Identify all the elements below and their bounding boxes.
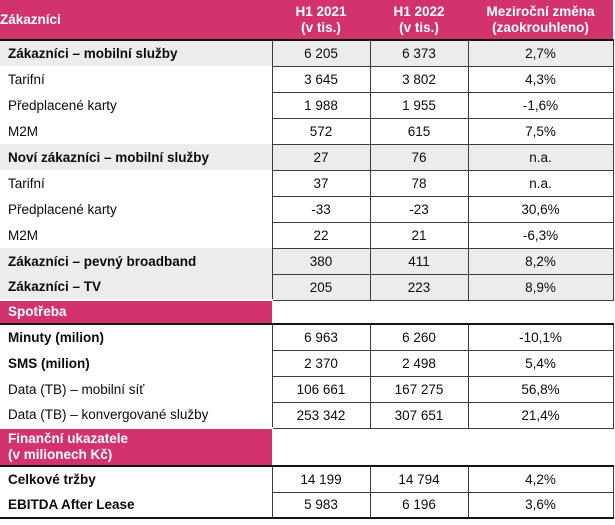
row-label: Tarifní xyxy=(8,71,45,87)
cell-change: n.a. xyxy=(467,169,614,197)
section-band-spotreba: Spotřeba xyxy=(0,299,613,325)
cell-change: 8,9% xyxy=(467,273,614,301)
row-label: Data (TB) – konvergované služby xyxy=(8,407,209,422)
row-predplacene-karty-2: Předplacené karty -33 -23 30,6% xyxy=(0,195,614,223)
row-tarifni-2: Tarifní 37 78 n.a. xyxy=(0,169,614,197)
section-title-financni-ukazatele: Finanční ukazatele (v milionech Kč) xyxy=(0,427,272,467)
table-header-row: Zákazníci H1 2021 (v tis.) H1 2022 (v ti… xyxy=(0,0,613,41)
header-h1-2022-line2: (v tis.) xyxy=(399,19,439,35)
row-label: Noví zákazníci – mobilní služby xyxy=(0,144,272,170)
row-tv: Zákazníci – TV 205 223 8,9% xyxy=(0,273,614,301)
band-spacer xyxy=(272,300,613,325)
cell-change: 8,2% xyxy=(467,247,614,275)
header-change-line1: Meziroční změna xyxy=(486,3,595,19)
row-m2m-2: M2M 22 21 -6,3% xyxy=(0,221,614,249)
section-title-spotreba: Spotřeba xyxy=(0,299,272,325)
row-label: EBITDA After Lease xyxy=(0,492,272,519)
cell-change: 5,4% xyxy=(467,349,614,377)
cell-h1-2022: 6 196 xyxy=(369,491,469,519)
cell-change: 4,3% xyxy=(467,65,614,93)
row-predplacene-karty-1: Předplacené karty 1 988 1 955 -1,6% xyxy=(0,91,614,119)
cell-change: 7,5% xyxy=(467,117,614,145)
cell-h1-2022: 411 xyxy=(369,247,469,275)
cell-h1-2021: 5 983 xyxy=(271,491,371,519)
cell-change: n.a. xyxy=(467,143,614,171)
row-label: M2M xyxy=(8,227,38,243)
cell-h1-2021: 22 xyxy=(271,221,371,249)
row-label: Předplacené karty xyxy=(8,97,117,113)
cell-h1-2022: 6 373 xyxy=(369,39,469,67)
row-data-mobilni-sit: Data (TB) – mobilní síť 106 661 167 275 … xyxy=(0,375,614,403)
row-pevny-broadband: Zákazníci – pevný broadband 380 411 8,2% xyxy=(0,247,614,275)
header-h1-2021: H1 2021 (v tis.) xyxy=(272,0,370,41)
cell-h1-2021: 6 963 xyxy=(271,323,371,351)
cell-h1-2021: 6 205 xyxy=(271,39,371,67)
cell-h1-2021: 14 199 xyxy=(271,465,371,493)
cell-change: 21,4% xyxy=(467,401,614,429)
row-label: Zákazníci – mobilní služby xyxy=(0,40,272,66)
cell-h1-2021: 572 xyxy=(271,117,371,145)
cell-h1-2021: 205 xyxy=(271,273,371,301)
cell-h1-2021: 106 661 xyxy=(271,375,371,403)
row-label: M2M xyxy=(8,123,38,139)
cell-change: 4,2% xyxy=(467,465,614,493)
row-data-konvergovane-sluzby: Data (TB) – konvergované služby 253 342 … xyxy=(0,401,614,429)
cell-change: -1,6% xyxy=(467,91,614,119)
row-tarifni-1: Tarifní 3 645 3 802 4,3% xyxy=(0,65,614,93)
cell-h1-2021: 37 xyxy=(271,169,371,197)
cell-h1-2022: 223 xyxy=(369,273,469,301)
cell-change: 2,7% xyxy=(467,39,614,67)
cell-h1-2021: 3 645 xyxy=(271,65,371,93)
cell-h1-2022: 167 275 xyxy=(369,375,469,403)
row-sms: SMS (milion) 2 370 2 498 5,4% xyxy=(0,349,614,377)
header-h1-2022: H1 2022 (v tis.) xyxy=(370,0,468,41)
header-h1-2021-line2: (v tis.) xyxy=(301,19,341,35)
row-ebitda-after-lease: EBITDA After Lease 5 983 6 196 3,6% xyxy=(0,491,614,519)
cell-change: 30,6% xyxy=(467,195,614,223)
cell-h1-2021: -33 xyxy=(271,195,371,223)
header-zakaznici: Zákazníci xyxy=(0,0,272,41)
cell-h1-2022: 2 498 xyxy=(369,349,469,377)
cell-change: 3,6% xyxy=(467,491,614,519)
cell-h1-2022: 307 651 xyxy=(369,401,469,429)
row-minuty: Minuty (milion) 6 963 6 260 -10,1% xyxy=(0,323,614,351)
row-label: SMS (milion) xyxy=(8,355,90,371)
cell-h1-2022: 615 xyxy=(369,117,469,145)
header-change: Meziroční změna (zaokrouhleno) xyxy=(468,0,613,41)
cell-h1-2022: 14 794 xyxy=(369,465,469,493)
cell-h1-2022: 1 955 xyxy=(369,91,469,119)
row-label: Data (TB) – mobilní síť xyxy=(8,381,145,397)
cell-h1-2022: -23 xyxy=(369,195,469,223)
header-h1-2021-line1: H1 2021 xyxy=(295,3,347,19)
row-zakaznici-mobilni-sluzby: Zákazníci – mobilní služby 6 205 6 373 2… xyxy=(0,39,614,67)
row-celkove-trzby: Celkové tržby 14 199 14 794 4,2% xyxy=(0,465,614,493)
cell-h1-2021: 27 xyxy=(271,143,371,171)
row-label: Tarifní xyxy=(8,175,45,191)
cell-h1-2021: 380 xyxy=(271,247,371,275)
cell-change: -10,1% xyxy=(467,323,614,351)
cell-h1-2021: 1 988 xyxy=(271,91,371,119)
cell-change: 56,8% xyxy=(467,375,614,403)
cell-h1-2022: 78 xyxy=(369,169,469,197)
row-label: Zákazníci – pevný broadband xyxy=(0,248,272,274)
section-band-financni-ukazatele: Finanční ukazatele (v milionech Kč) xyxy=(0,427,613,467)
row-novi-zakaznici-mobilni-sluzby: Noví zákazníci – mobilní služby 27 76 n.… xyxy=(0,143,614,171)
header-h1-2022-line1: H1 2022 xyxy=(393,3,445,19)
band-spacer xyxy=(272,428,613,467)
row-label: Zákazníci – TV xyxy=(0,274,272,300)
cell-h1-2021: 2 370 xyxy=(271,349,371,377)
cell-h1-2022: 3 802 xyxy=(369,65,469,93)
cell-h1-2022: 6 260 xyxy=(369,323,469,351)
row-label: Celkové tržby xyxy=(8,472,96,487)
cell-h1-2021: 253 342 xyxy=(271,401,371,429)
cell-h1-2022: 21 xyxy=(369,221,469,249)
cell-change: -6,3% xyxy=(467,221,614,249)
header-change-line2: (zaokrouhleno) xyxy=(492,19,589,35)
row-label: Předplacené karty xyxy=(8,201,117,217)
cell-h1-2022: 76 xyxy=(369,143,469,171)
row-m2m-1: M2M 572 615 7,5% xyxy=(0,117,614,145)
row-label: Minuty (milion) xyxy=(8,330,104,345)
